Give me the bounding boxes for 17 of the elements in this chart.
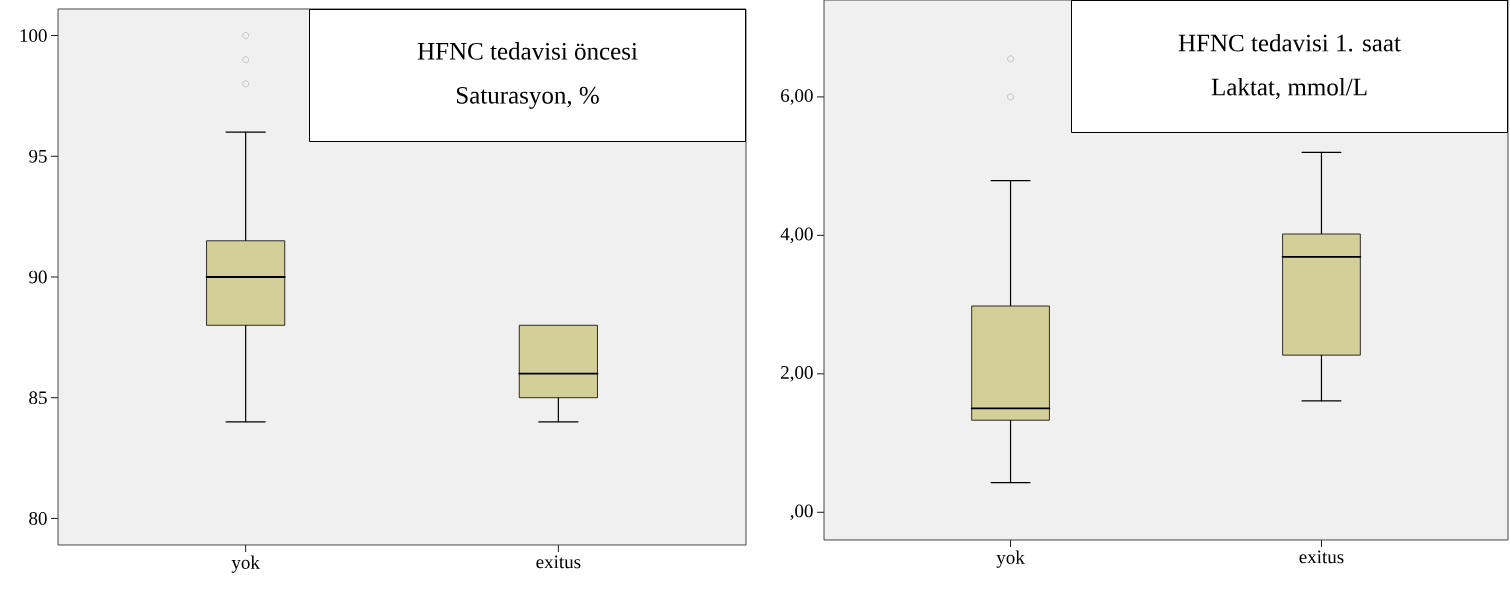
y-tick-label: 100 — [20, 29, 47, 42]
y-tick-label: 95 — [29, 149, 47, 163]
x-tick-label: exitus — [536, 555, 581, 569]
chart-title: HFNC tedavisi öncesi — [417, 42, 638, 60]
x-tick-label: yok — [231, 555, 260, 573]
text: Laktat, mmol/L — [1211, 77, 1367, 100]
x-tick-label: yok — [996, 550, 1025, 568]
y-tick-label: 80 — [29, 512, 47, 525]
text: Saturasyon, % — [456, 86, 599, 109]
x-tick-label: exitus — [1299, 550, 1344, 564]
y-tick-label: ,00 — [790, 504, 813, 521]
y-tick-label: 90 — [29, 270, 47, 284]
y-tick-label: 4,00 — [780, 227, 813, 244]
y-tick-label: 85 — [29, 391, 47, 405]
y-tick-label: 2,00 — [781, 366, 813, 382]
y-tick-label: 6,00 — [781, 89, 813, 105]
chart-title: HFNC tedavisi 1. saat — [1178, 33, 1401, 52]
